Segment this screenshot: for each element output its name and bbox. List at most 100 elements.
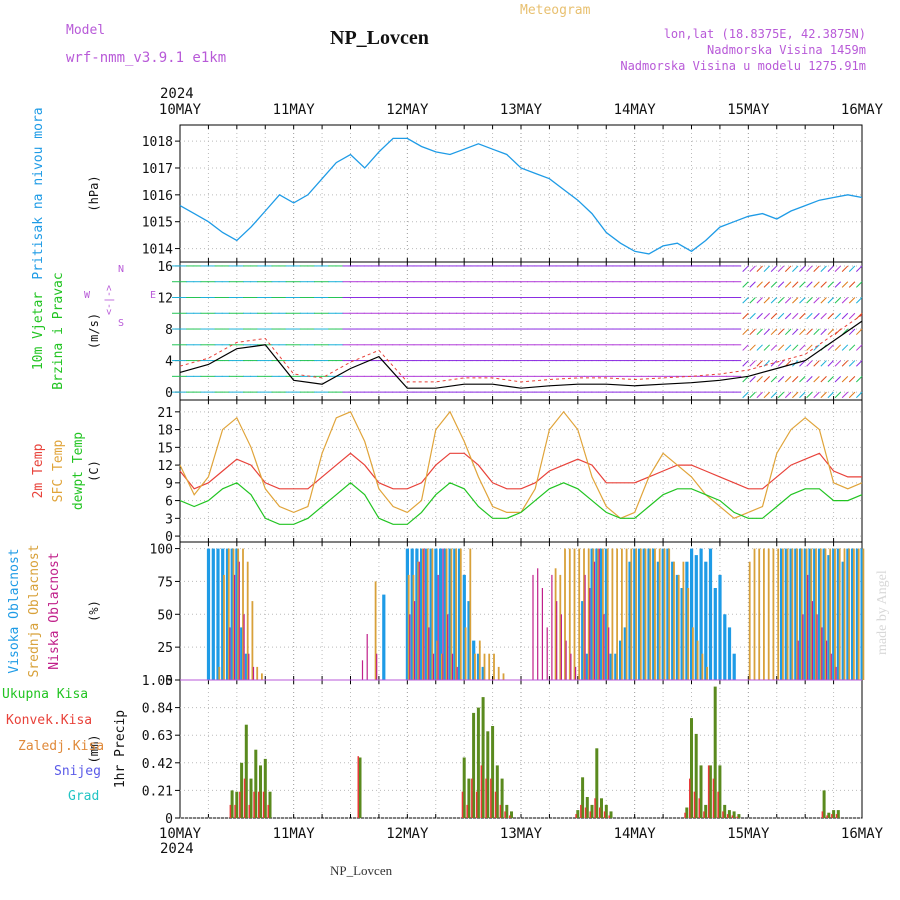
precip-conv-bar [717, 791, 719, 818]
cloud-low-bar [437, 574, 439, 680]
precip-total-bar [590, 804, 594, 818]
cloud-mid-bar [810, 548, 813, 680]
y-tick-label: 1.05 [142, 674, 173, 689]
precip-conv-bar [509, 815, 511, 818]
wind-arrow [848, 360, 856, 367]
cloud-high-bar [708, 548, 713, 680]
wind-arrow [820, 297, 827, 304]
cloud-high-bar [704, 561, 708, 680]
y-tick-label: 0 [165, 530, 173, 545]
compass-arrow: <-|-> [104, 285, 115, 315]
precip-total-bar [699, 765, 703, 818]
panel-wind: 0 4 8 12 16 (m/s) [87, 260, 863, 401]
wind-arrow [855, 344, 863, 351]
wind-arrow [799, 297, 806, 304]
wind-arrow [777, 344, 785, 351]
cloud-high-bar [794, 548, 798, 680]
cloud-mid-bar [459, 548, 462, 680]
wind-arrow [792, 265, 799, 272]
wind-arrow [841, 297, 849, 304]
cloud-low-bar [826, 640, 828, 680]
precip-total-bar [694, 733, 698, 818]
cloud-mid-bar [564, 548, 566, 680]
precip-conv-bar [475, 791, 478, 818]
precip-conv-bar [684, 812, 686, 818]
cloud-low-bar [428, 627, 430, 680]
wind-arrow [749, 360, 756, 367]
date-label-top: 15MAY [727, 102, 770, 118]
cloud-high-bar [798, 548, 803, 680]
date-label-top: 12MAY [386, 102, 429, 118]
precip-conv-bar [243, 778, 246, 818]
cloud-mid-bar [606, 548, 609, 680]
wind-arrow [855, 391, 863, 399]
wind-arrow [813, 375, 820, 383]
cloud-high-bar [623, 627, 627, 680]
cloud-mid-bar [763, 548, 765, 680]
wind-arrow [813, 328, 820, 336]
precip-conv-bar [835, 814, 838, 818]
precip-total-bar [486, 731, 490, 818]
wind-arrow [742, 281, 749, 288]
y-tick-label: 75 [157, 575, 173, 590]
cloud-mid-bar [782, 548, 784, 680]
cloud-high-bar [808, 548, 812, 680]
wind-arrow [841, 312, 849, 320]
wind-arrow [806, 328, 813, 336]
cloud-mid-bar [621, 548, 623, 680]
wind-arrow [770, 391, 778, 399]
cloud-mid-bar [450, 548, 453, 680]
cloud-mid-bar [677, 574, 680, 680]
wind-arrow [742, 328, 749, 336]
wind-arrow [806, 312, 813, 320]
cloud-high-bar [457, 548, 462, 680]
wind-arrow [749, 375, 756, 383]
precip-conv-bar [499, 804, 502, 818]
wind-arrow [784, 375, 792, 383]
wind-arrow [848, 265, 856, 272]
cloud-mid-bar [668, 548, 671, 680]
wind-arrow [848, 391, 856, 399]
cloud-low-bar [532, 574, 534, 680]
cloud-mid-bar [777, 548, 780, 680]
precip-total-bar [249, 778, 253, 818]
cloud-high-bar [211, 548, 215, 680]
precip-conv-bar [826, 815, 828, 818]
precip-conv-bar [504, 811, 506, 818]
precip-total-bar [723, 804, 727, 818]
wind-arrow [820, 391, 827, 399]
wind-arrow [792, 344, 799, 351]
cloud-high-bar [713, 588, 717, 680]
wind-arrow [848, 297, 856, 304]
cloud-mid-bar [232, 548, 235, 680]
cloud-mid-bar [630, 548, 633, 680]
cloud-mid-bar [246, 561, 249, 680]
y-tick-label: 12 [157, 291, 173, 306]
cloud-high-bar [832, 548, 836, 680]
wind-arrow [763, 328, 770, 336]
wind-arrow [820, 360, 827, 367]
wind-arrow [784, 328, 792, 336]
wind-arrow [834, 360, 842, 367]
cloud-high-bar [619, 640, 623, 680]
wind-arrow [834, 281, 842, 288]
precip-total-bar [718, 765, 722, 818]
lonlat-label: lon,lat (18.8375E, 42.3875N) [664, 27, 866, 41]
wind-arrow [806, 265, 813, 272]
cloud-mid-bar [502, 673, 505, 680]
precip-conv-bar [262, 791, 265, 818]
cloud-low-bar [556, 601, 558, 680]
cloud-mid-bar [853, 548, 855, 680]
cloud-high-bar [434, 548, 438, 680]
precip-conv-bar [461, 791, 464, 818]
wind-arrow [799, 312, 806, 320]
cloud-high-bar [581, 601, 585, 680]
y-tick-label: 0.21 [142, 784, 173, 799]
cloud-mid-bar [374, 581, 377, 680]
wind-arrow [855, 297, 863, 304]
cloud-mid-bar [554, 568, 557, 680]
cloud-mid-bar [753, 548, 756, 680]
precip-total-bar [268, 791, 272, 818]
elevation-label: Nadmorska Visina 1459m [707, 43, 866, 57]
